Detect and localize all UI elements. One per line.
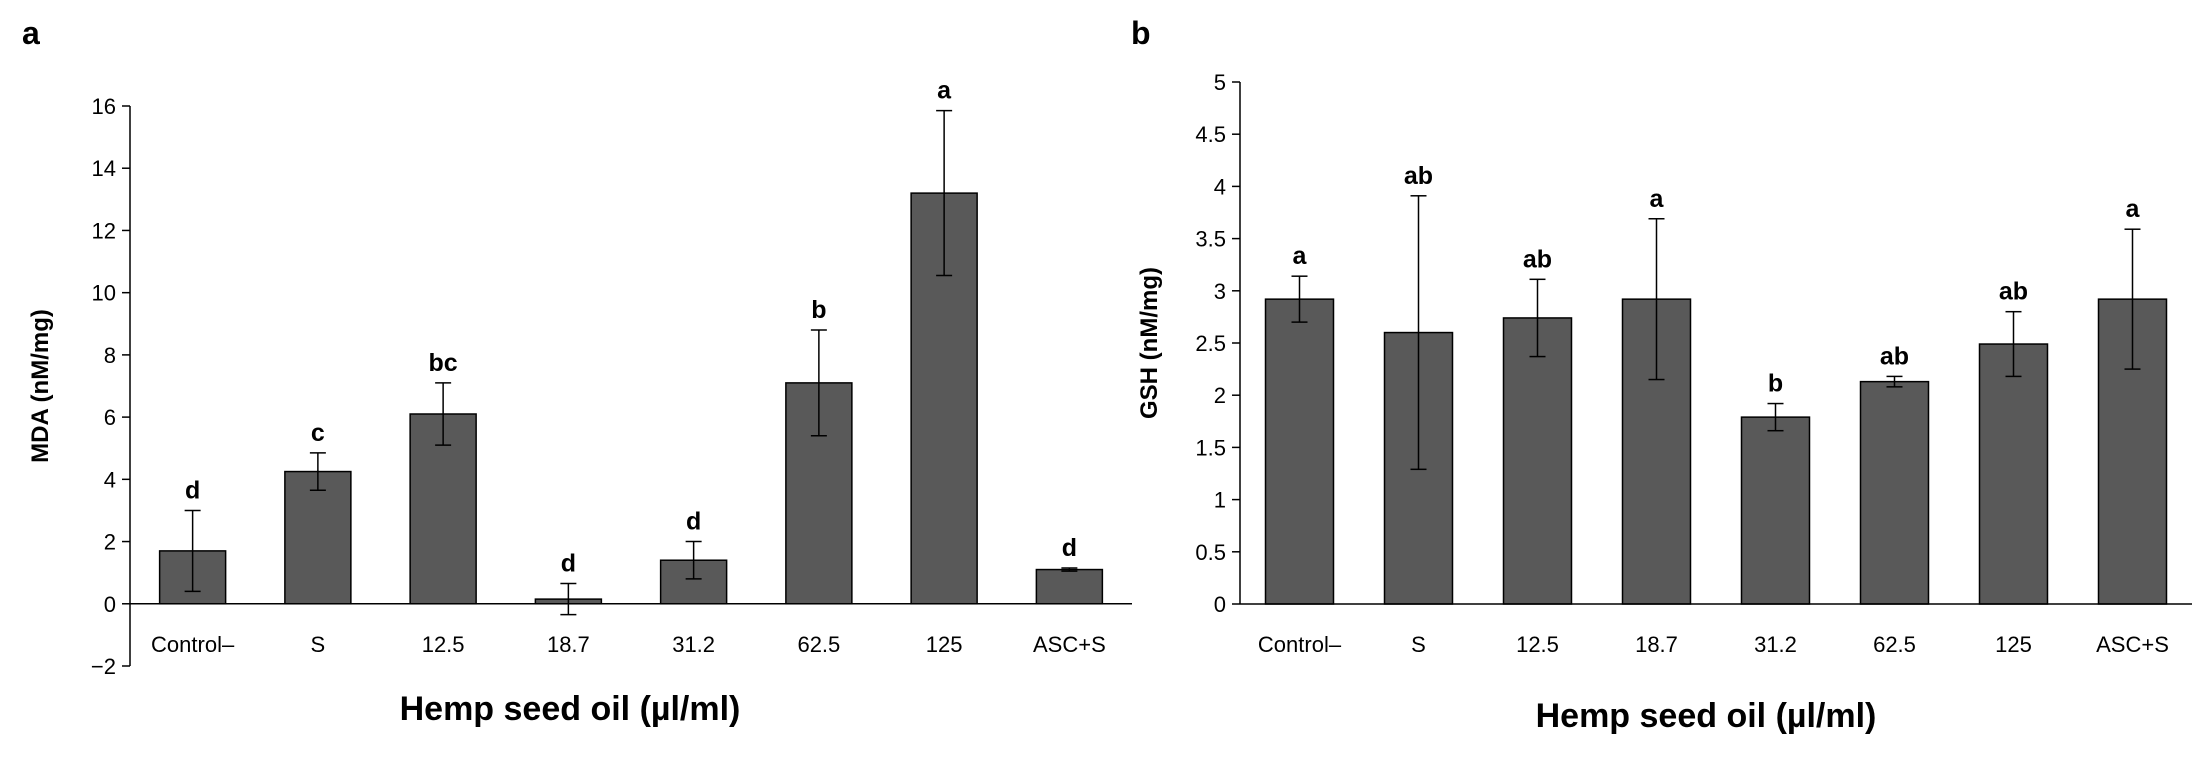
y-tick-label: 16 — [92, 94, 116, 119]
y-tick-label: 12 — [92, 218, 116, 243]
error-bar — [309, 452, 326, 491]
error-bar — [1767, 402, 1784, 432]
significance-label: a — [937, 77, 952, 105]
y-tick-label: 3.5 — [1195, 227, 1226, 252]
y-tick-label: 4 — [104, 467, 116, 492]
x-tick-label: 18.7 — [1635, 632, 1678, 657]
significance-label: d — [561, 550, 576, 578]
x-tick-label: 31.2 — [1754, 632, 1797, 657]
y-tick-label: 4.5 — [1195, 122, 1226, 147]
error-bar — [936, 109, 953, 277]
y-tick-label: 1.5 — [1195, 435, 1226, 460]
y-tick-label: 3 — [1214, 279, 1226, 304]
x-axis-title: Hemp seed oil (µl/ml) — [1536, 697, 1877, 735]
y-tick-label: 0 — [104, 592, 116, 617]
panel-label: b — [1131, 15, 1151, 51]
panel-label: a — [22, 15, 40, 51]
error-bar — [1529, 278, 1546, 358]
error-bar — [810, 329, 827, 437]
error-bar — [1061, 567, 1078, 572]
significance-label: b — [811, 296, 826, 324]
x-tick-label: Control– — [1258, 632, 1342, 657]
error-bar — [2124, 228, 2141, 370]
x-tick-label: 125 — [926, 632, 963, 657]
bar — [1978, 343, 2049, 605]
y-tick-label: −2 — [91, 654, 116, 679]
x-tick-label: ASC+S — [2096, 632, 2169, 657]
error-bar — [1886, 375, 1903, 388]
y-tick-label: 14 — [92, 156, 116, 181]
x-tick-label: 62.5 — [1873, 632, 1916, 657]
bar — [1264, 298, 1335, 605]
y-tick-label: 0 — [1214, 592, 1226, 617]
x-tick-label: ASC+S — [1033, 632, 1106, 657]
bar — [1859, 380, 1930, 605]
x-tick-label: Control– — [151, 632, 235, 657]
error-bar — [2005, 310, 2022, 378]
error-bar — [685, 540, 702, 580]
significance-label: a — [1650, 185, 1665, 213]
x-tick-label: 31.2 — [672, 632, 715, 657]
y-tick-label: 5 — [1214, 70, 1226, 95]
significance-label: a — [1293, 242, 1308, 270]
significance-label: ab — [1404, 162, 1433, 190]
significance-label: d — [1062, 534, 1077, 562]
x-tick-label: 12.5 — [422, 632, 465, 657]
significance-label: a — [2126, 195, 2141, 223]
significance-label: c — [311, 419, 325, 447]
bar — [1035, 568, 1104, 605]
significance-label: ab — [1523, 245, 1552, 273]
error-bar — [1291, 275, 1308, 323]
x-tick-label: 125 — [1995, 632, 2032, 657]
x-tick-label: S — [311, 632, 326, 657]
significance-label: d — [686, 508, 701, 536]
y-tick-label: 4 — [1214, 174, 1226, 199]
y-tick-label: 2.5 — [1195, 331, 1226, 356]
x-tick-label: 12.5 — [1516, 632, 1559, 657]
y-tick-label: 8 — [104, 343, 116, 368]
x-tick-label: 18.7 — [547, 632, 590, 657]
y-tick-label: 2 — [1214, 383, 1226, 408]
significance-label: b — [1768, 370, 1783, 398]
y-tick-label: 6 — [104, 405, 116, 430]
bar — [1502, 317, 1573, 605]
error-bar — [560, 582, 577, 616]
bar — [1740, 416, 1811, 605]
x-axis-title: Hemp seed oil (µl/ml) — [400, 690, 741, 728]
error-bar — [435, 382, 452, 446]
y-axis-title: MDA (nM/mg) — [27, 309, 54, 463]
significance-label: d — [185, 476, 200, 504]
x-tick-label: 62.5 — [797, 632, 840, 657]
significance-label: ab — [1999, 278, 2028, 306]
significance-label: ab — [1880, 342, 1909, 370]
x-tick-label: S — [1411, 632, 1426, 657]
y-tick-label: 1 — [1214, 488, 1226, 513]
significance-label: bc — [429, 349, 458, 377]
y-axis-title: GSH (nM/mg) — [1136, 267, 1163, 419]
error-bar — [1410, 195, 1427, 471]
bar — [284, 470, 352, 605]
y-tick-label: 2 — [104, 530, 116, 555]
error-bar — [184, 509, 201, 593]
y-tick-label: 0.5 — [1195, 540, 1226, 565]
panel-b: baControl–abSab12.5a18.7b31.2ab62.5ab125… — [1131, 15, 2192, 735]
y-tick-label: 10 — [92, 281, 116, 306]
panel-a: a d Control– c Sbc 12.5 d 18.7 d 31.2 b 62.5 a 125 d AS… — [22, 15, 1132, 728]
error-bar — [1648, 218, 1665, 381]
